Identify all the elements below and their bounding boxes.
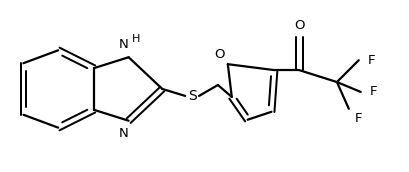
Text: H: H <box>132 34 140 44</box>
Text: O: O <box>214 48 225 61</box>
Text: F: F <box>367 54 375 67</box>
Text: O: O <box>293 19 304 32</box>
Text: N: N <box>119 127 128 140</box>
Text: S: S <box>187 89 196 103</box>
Text: F: F <box>369 85 376 98</box>
Text: F: F <box>354 112 362 125</box>
Text: N: N <box>119 38 128 51</box>
